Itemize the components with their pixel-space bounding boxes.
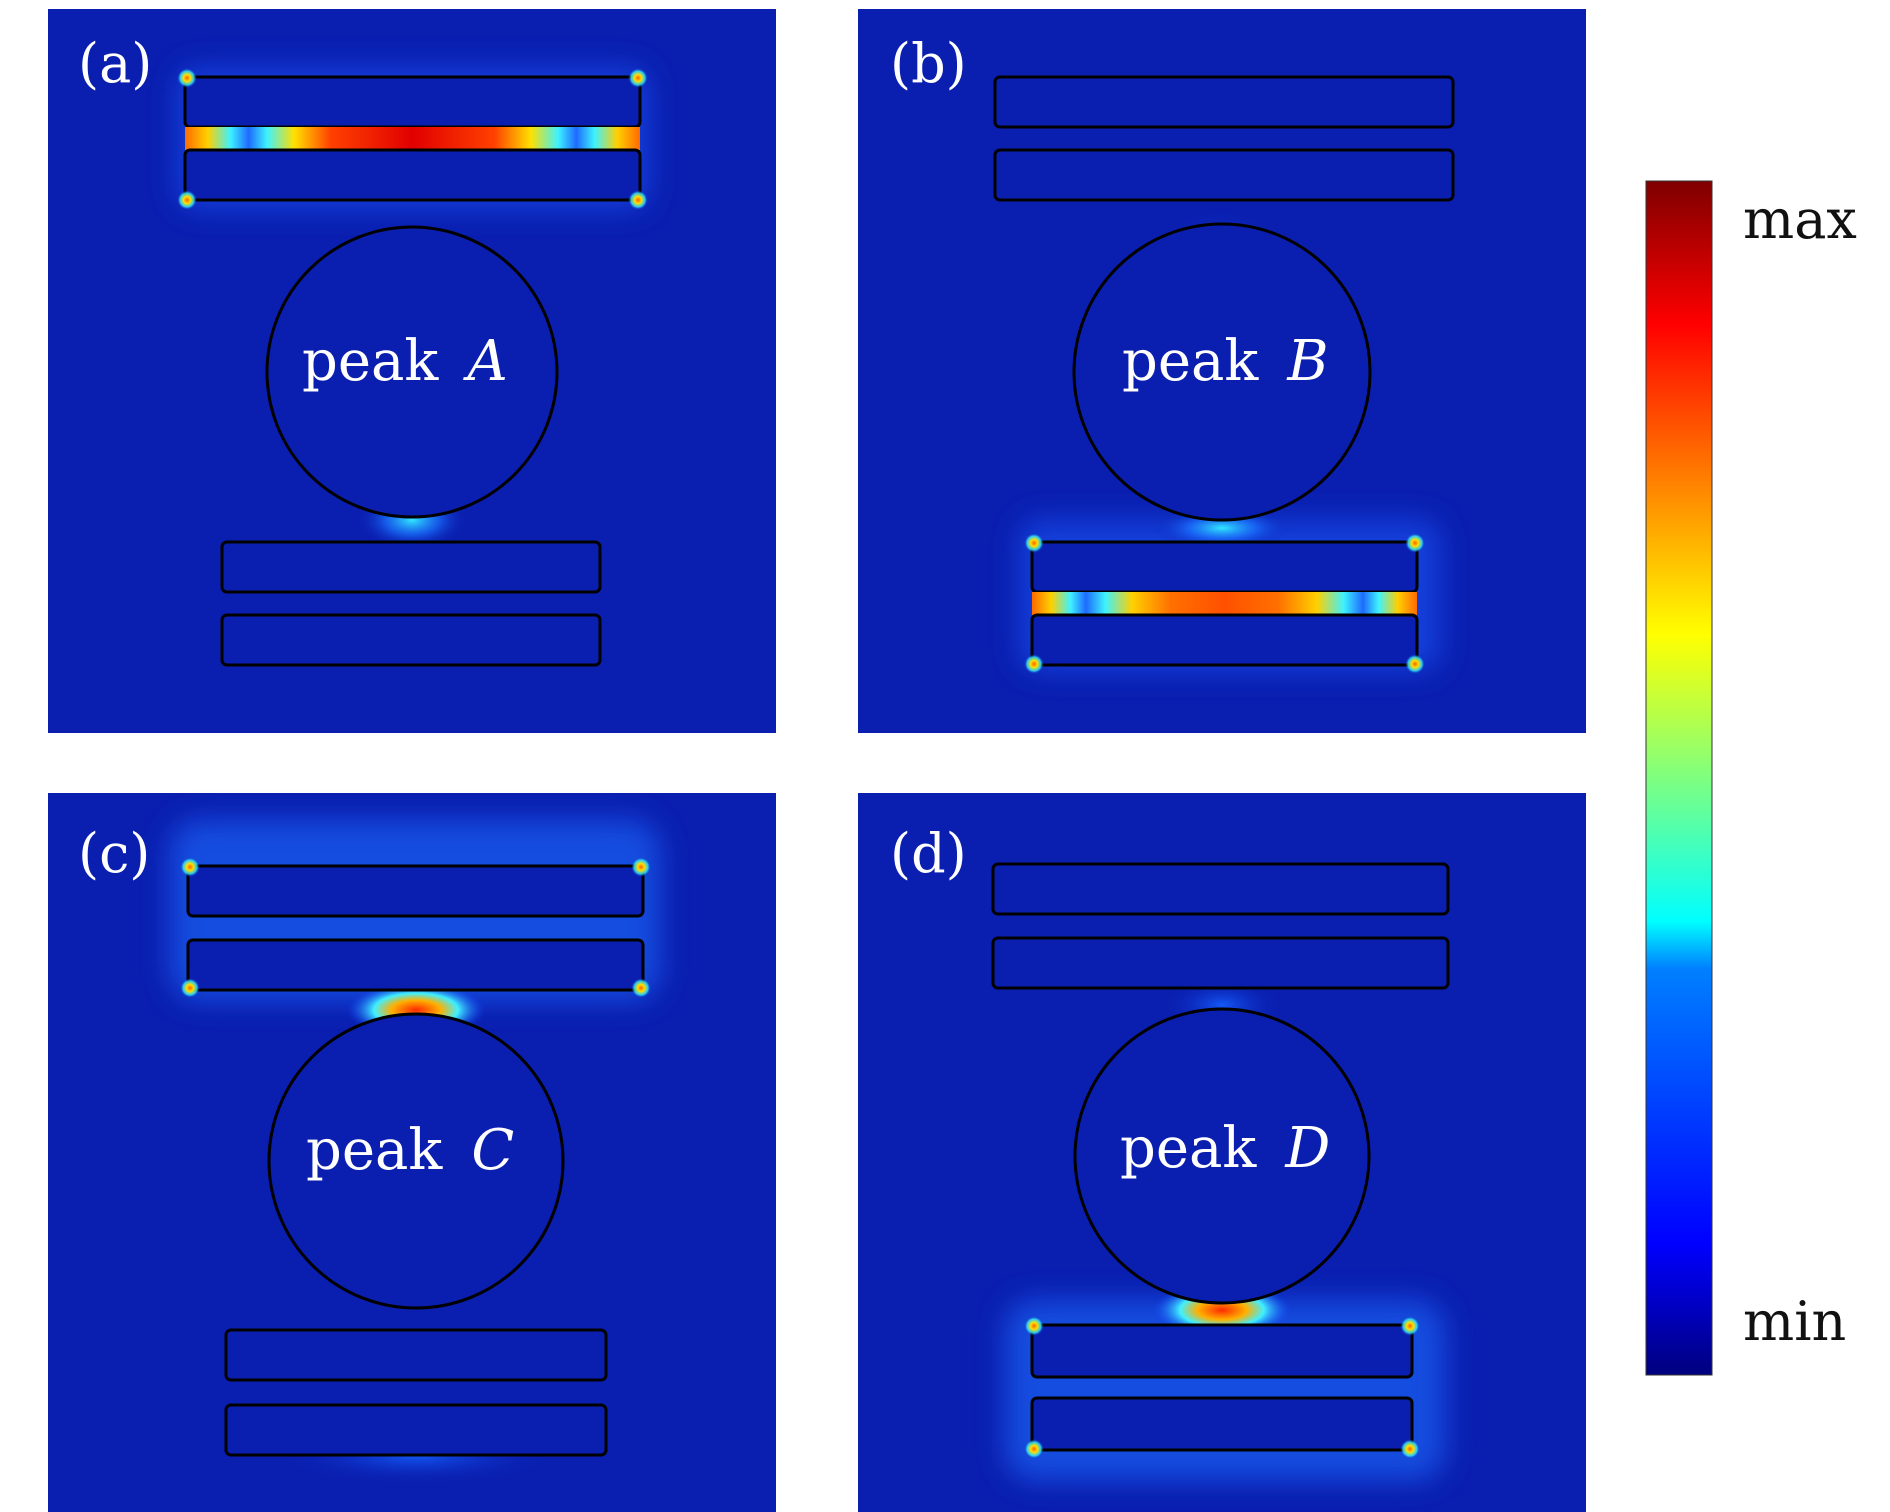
upper-bar-top [183,75,642,129]
peak-caption-b: peak B [1122,329,1329,394]
lower-bar-bottom [1030,613,1419,667]
lower-bar-top [1030,540,1419,594]
panel-label-c: (c) [78,822,150,885]
panel-c: (c) peak C [48,793,776,1512]
lower-bar-top [1030,1323,1414,1379]
lower-bar-bottom [220,613,602,667]
colorbar-max-label: max [1743,188,1857,251]
peak-letter-a: A [462,329,507,394]
resonator-circle [1073,1007,1371,1305]
peak-word-b: peak [1122,329,1259,394]
peak-word-a: peak [302,329,439,394]
upper-bar-bottom [183,148,642,202]
resonator-circle [265,225,559,519]
peak-caption-a: peak A [302,329,508,394]
panel-label-a: (a) [78,32,152,95]
peak-caption-c: peak C [306,1118,514,1183]
peak-caption-d: peak D [1120,1116,1330,1181]
peak-word-c: peak [306,1118,443,1183]
panel-d: (d) peak D [858,793,1586,1512]
upper-bar-bottom [993,148,1455,202]
upper-bar-bottom [991,936,1450,990]
panel-label-d: (d) [890,822,967,885]
colorbar-gradient [1645,180,1713,1376]
peak-letter-d: D [1284,1116,1330,1181]
peak-letter-b: B [1286,329,1328,394]
peak-word-d: peak [1120,1116,1257,1181]
panel-label-b: (b) [890,32,967,95]
upper-bar-top [993,75,1455,129]
peak-letter-c: C [471,1118,514,1183]
upper-bar-top [991,862,1450,916]
panel-a: (a) peak A [48,9,776,733]
upper-bar-bottom [186,938,645,992]
colorbar-min-label: min [1743,1290,1846,1353]
lower-bar-top [224,1328,608,1382]
panel-b: (b) peak B [858,9,1586,733]
gap-field-stripe [185,127,640,150]
colorbar: max min [1645,180,1857,1376]
lower-bar-top [220,540,602,594]
resonator-circle [267,1012,565,1310]
lower-bar-bottom [1030,1396,1414,1452]
gap-field-stripe [1032,592,1417,615]
resonator-circle [1072,222,1372,522]
upper-bar-top [186,864,645,918]
lower-bar-bottom [224,1403,608,1457]
